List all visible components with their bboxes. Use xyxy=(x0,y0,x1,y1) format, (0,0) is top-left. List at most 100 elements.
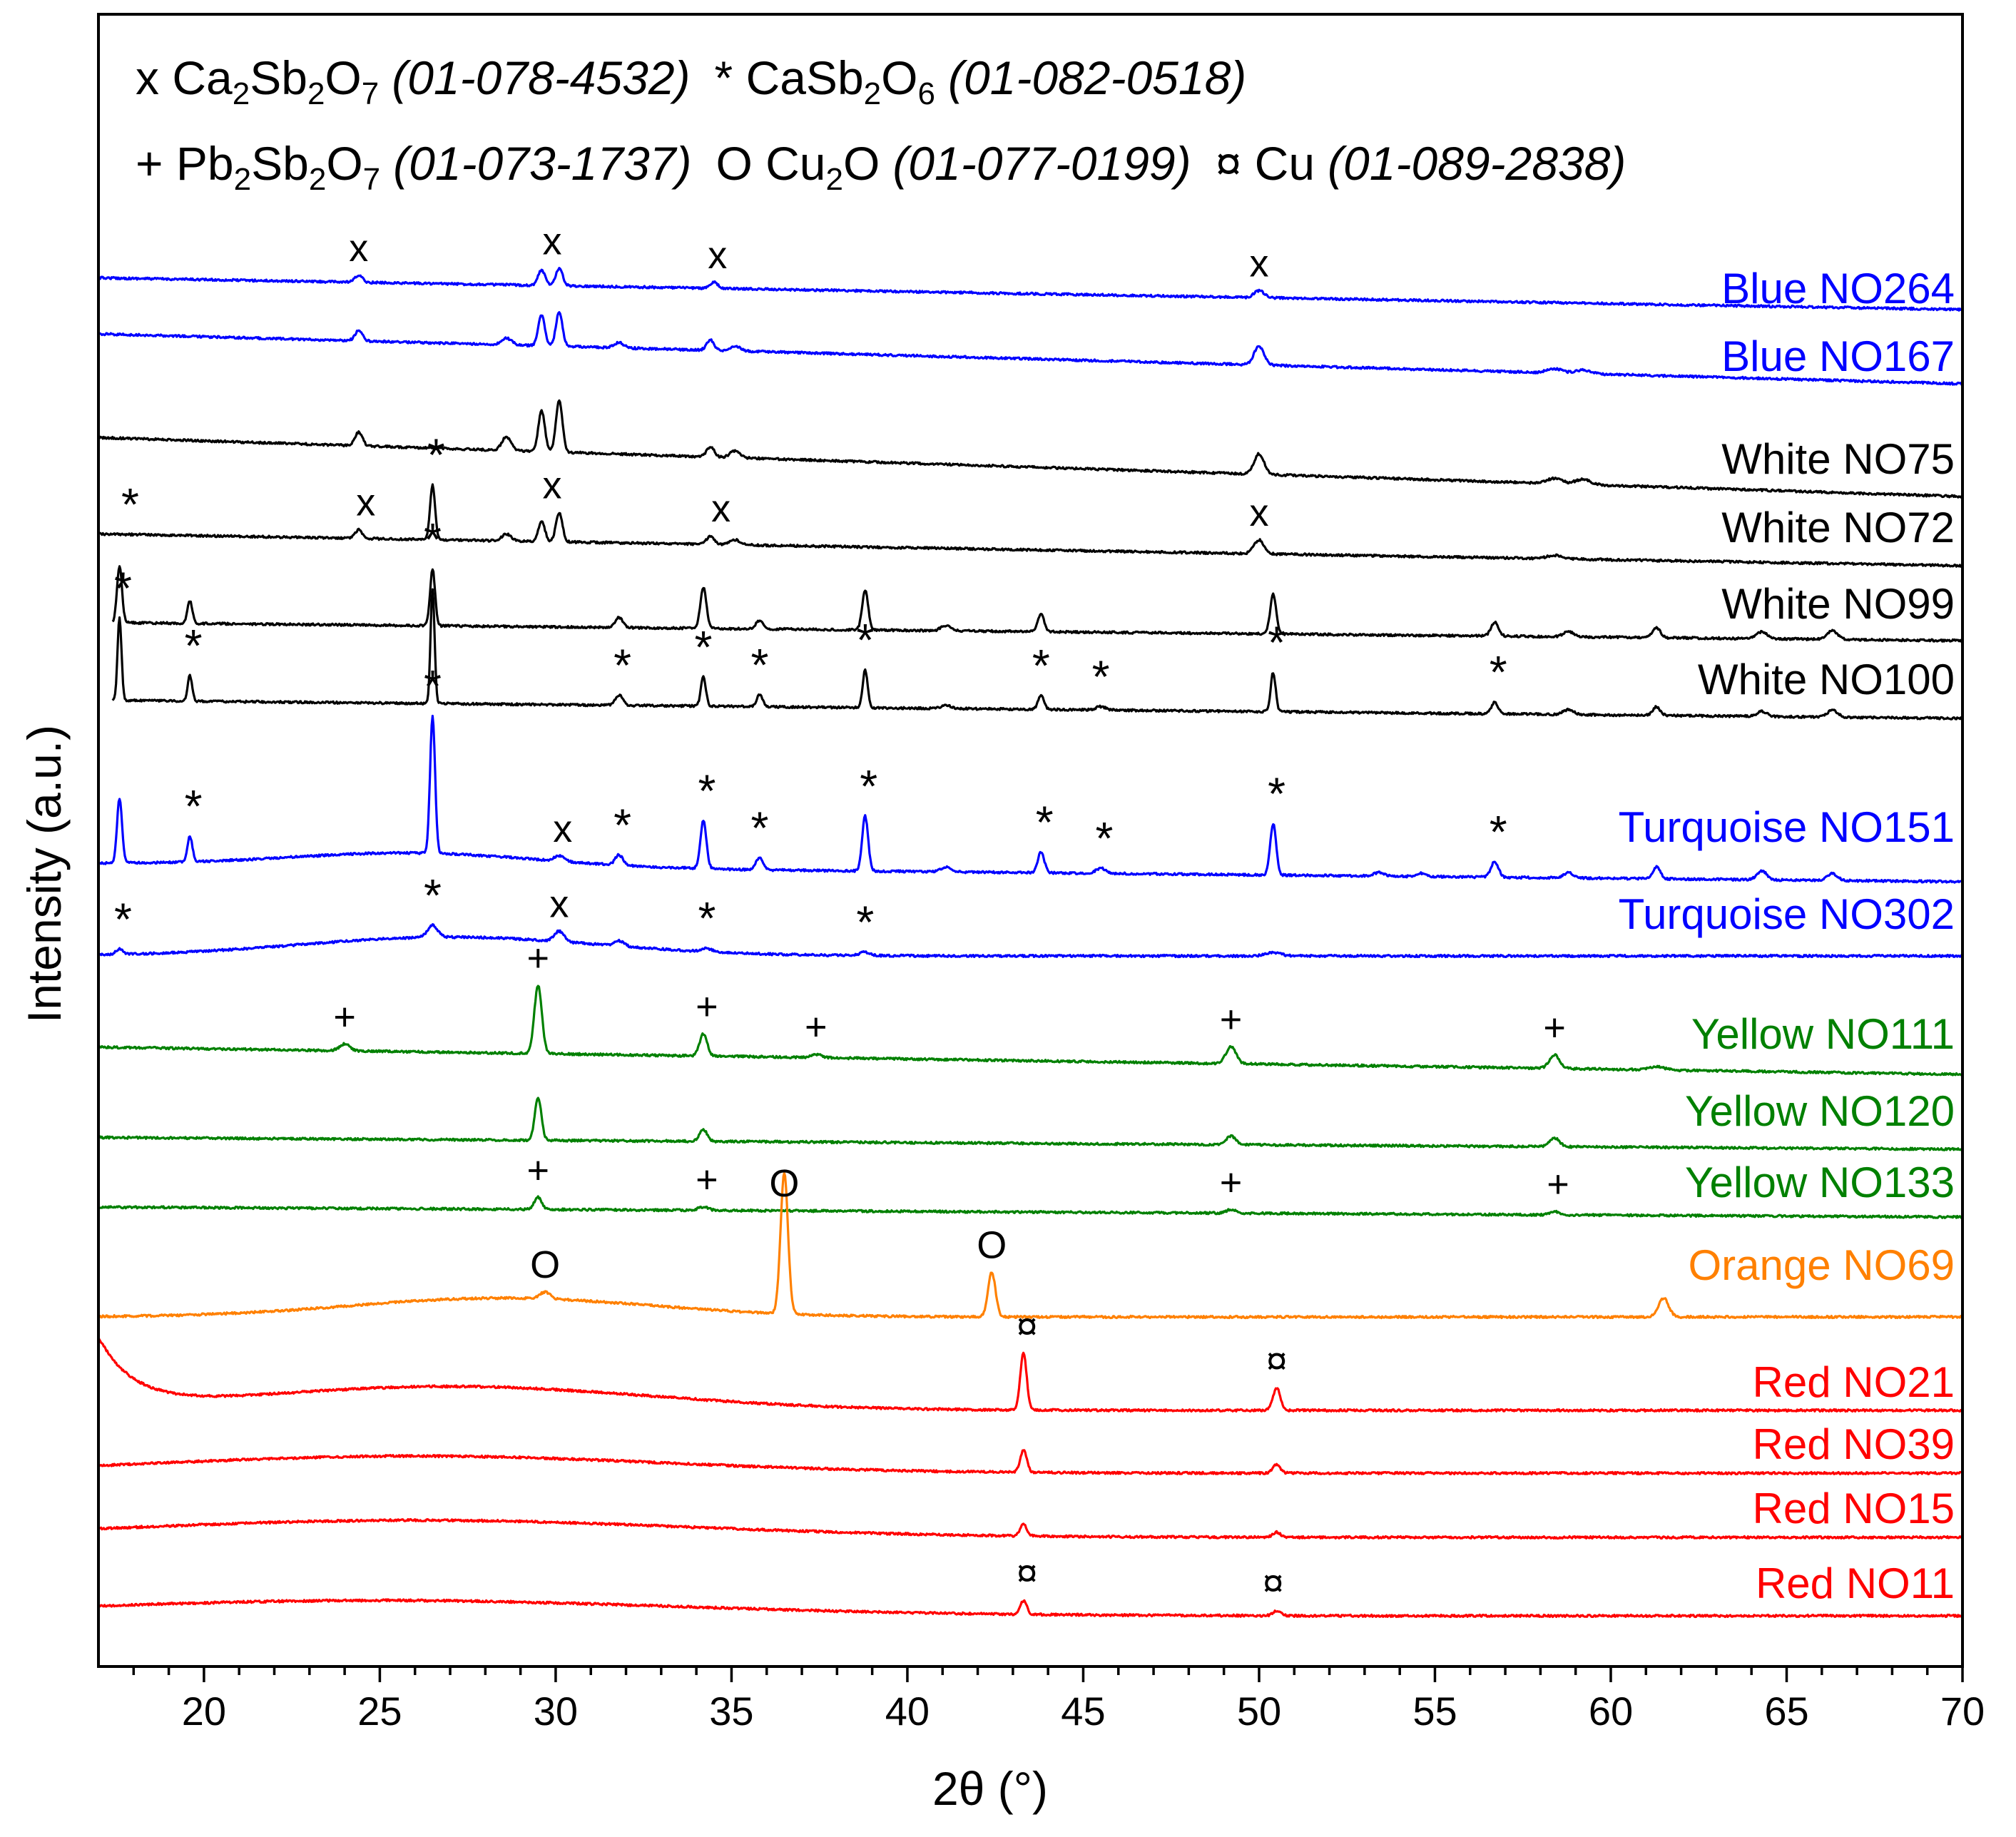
phase-marker: + xyxy=(1547,1163,1569,1206)
series-label: Orange NO69 xyxy=(1688,1241,1955,1289)
x-tick-label: 30 xyxy=(534,1689,578,1734)
series-line xyxy=(97,984,1964,1077)
phase-marker: * xyxy=(750,802,768,853)
series-line xyxy=(111,588,1964,721)
series-line xyxy=(98,1517,1963,1540)
legend-formula-part: 2 xyxy=(234,162,251,197)
x-axis-ticks: 20 25 30 35 40 45 50 55 60 65 70 xyxy=(132,1666,1985,1734)
series-line xyxy=(98,1171,1963,1320)
phase-marker: + xyxy=(696,985,718,1028)
phase-marker: + xyxy=(527,1149,550,1192)
phase-marker: x xyxy=(543,220,562,263)
phase-marker: * xyxy=(185,620,203,671)
phase-marker: ¤ xyxy=(1017,1305,1038,1348)
legend-reference: (01-078-4532) xyxy=(392,51,690,104)
series-label: White NO75 xyxy=(1721,435,1955,483)
phase-marker: * xyxy=(614,799,631,850)
legend-row: x Ca2​Sb2​O7​(01-078-4532)* CaSb2​O6​(01… xyxy=(136,51,1246,111)
phase-marker: * xyxy=(114,894,132,945)
phase-marker: * xyxy=(750,639,768,691)
phase-marker: ¤ xyxy=(1266,1340,1288,1383)
phase-marker: ¤ xyxy=(1263,1562,1284,1605)
series-label: Yellow NO111 xyxy=(1691,1010,1955,1058)
phase-marker: x xyxy=(711,487,730,530)
phase-marker: * xyxy=(114,563,132,614)
legend-symbol: + xyxy=(136,137,176,190)
legend-formula-part: Cu xyxy=(765,137,825,190)
legend-formula-part: O xyxy=(326,137,362,190)
phase-marker: x xyxy=(549,882,569,925)
phase-marker: x xyxy=(553,808,572,850)
phase-marker: * xyxy=(1268,768,1286,820)
series-line xyxy=(97,1096,1964,1151)
legend-formula-part: 2 xyxy=(864,76,881,111)
legend-formula-part: O xyxy=(325,51,361,104)
series-line xyxy=(97,483,1963,568)
phase-marker: x xyxy=(543,464,562,507)
legend-formula-part: 2 xyxy=(309,162,326,197)
phase-marker: + xyxy=(1220,1161,1243,1204)
phase-marker: * xyxy=(695,621,713,673)
phase-marker: * xyxy=(1490,646,1507,698)
x-tick-label: 25 xyxy=(357,1689,402,1734)
phase-marker: * xyxy=(1032,640,1050,691)
series-label: White NO72 xyxy=(1721,504,1955,551)
legend-formula-part: O xyxy=(843,137,880,190)
series-line xyxy=(97,399,1964,499)
axes xyxy=(97,13,1964,1668)
series-line xyxy=(111,565,1963,643)
legend-symbol: * xyxy=(715,51,746,104)
legend-formula-part: 2 xyxy=(826,162,843,197)
series-label: Red NO21 xyxy=(1753,1358,1955,1406)
series-label: Yellow NO120 xyxy=(1685,1087,1955,1135)
legend-formula-part: 7 xyxy=(363,162,380,197)
phase-marker: * xyxy=(698,765,716,816)
series-line xyxy=(98,1598,1963,1619)
phase-marker: * xyxy=(1490,806,1507,858)
phase-marker: x xyxy=(356,482,375,524)
phase-marker: + xyxy=(333,995,356,1038)
series-line xyxy=(97,923,1964,959)
series-label: Blue NO167 xyxy=(1721,332,1955,380)
phase-marker: * xyxy=(121,479,139,530)
legend-formula-part: 2 xyxy=(233,76,250,111)
series-label: White NO100 xyxy=(1698,656,1955,703)
series-line xyxy=(98,311,1964,386)
legend-row: + Pb2​Sb2​O7​(01-073-1737)O Cu2​O(01-077… xyxy=(136,137,1626,197)
phase-marker: * xyxy=(860,760,877,812)
x-tick-label: 45 xyxy=(1061,1689,1105,1734)
legend: x Ca2​Sb2​O7​(01-078-4532)* CaSb2​O6​(01… xyxy=(136,51,1626,197)
legend-formula-part: 7 xyxy=(362,76,379,111)
legend-formula-part: CaSb xyxy=(746,51,864,104)
phase-marker: * xyxy=(185,780,203,832)
phase-marker: x xyxy=(1250,492,1269,534)
x-tick-label: 50 xyxy=(1237,1689,1281,1734)
series-line xyxy=(98,1195,1964,1220)
series-label: Red NO39 xyxy=(1753,1420,1955,1468)
x-tick-label: 40 xyxy=(885,1689,930,1734)
legend-formula-part: Sb xyxy=(250,51,307,104)
legend-reference: (01-073-1737) xyxy=(393,137,691,190)
legend-reference: (01-082-0518) xyxy=(948,51,1246,104)
phase-marker: x xyxy=(708,234,727,277)
series-layer xyxy=(97,267,1964,1619)
plot-frame xyxy=(97,13,1964,1668)
x-tick-label: 55 xyxy=(1412,1689,1457,1734)
phase-marker: * xyxy=(1268,616,1286,668)
phase-marker: + xyxy=(805,1006,828,1049)
x-tick-label: 60 xyxy=(1589,1689,1633,1734)
legend-formula-part: 2 xyxy=(307,76,325,111)
phase-markers: x x x x* x*xx x*** * * * * * ***** x ***** **** * x * *++ +… xyxy=(114,220,1569,1605)
legend-symbol: x xyxy=(136,51,172,104)
legend-formula-part: Cu xyxy=(1255,137,1315,190)
phase-marker: + xyxy=(696,1159,718,1201)
series-label: White NO99 xyxy=(1721,580,1955,628)
series-label: Yellow NO133 xyxy=(1685,1159,1955,1206)
y-axis-label: Intensity (a.u.) xyxy=(18,725,71,1023)
legend-symbol: O xyxy=(716,137,765,190)
x-tick-label: 70 xyxy=(1940,1689,1985,1734)
phase-marker: + xyxy=(1543,1006,1566,1049)
legend-reference: (01-077-0199) xyxy=(892,137,1191,190)
phase-marker: + xyxy=(527,937,550,979)
